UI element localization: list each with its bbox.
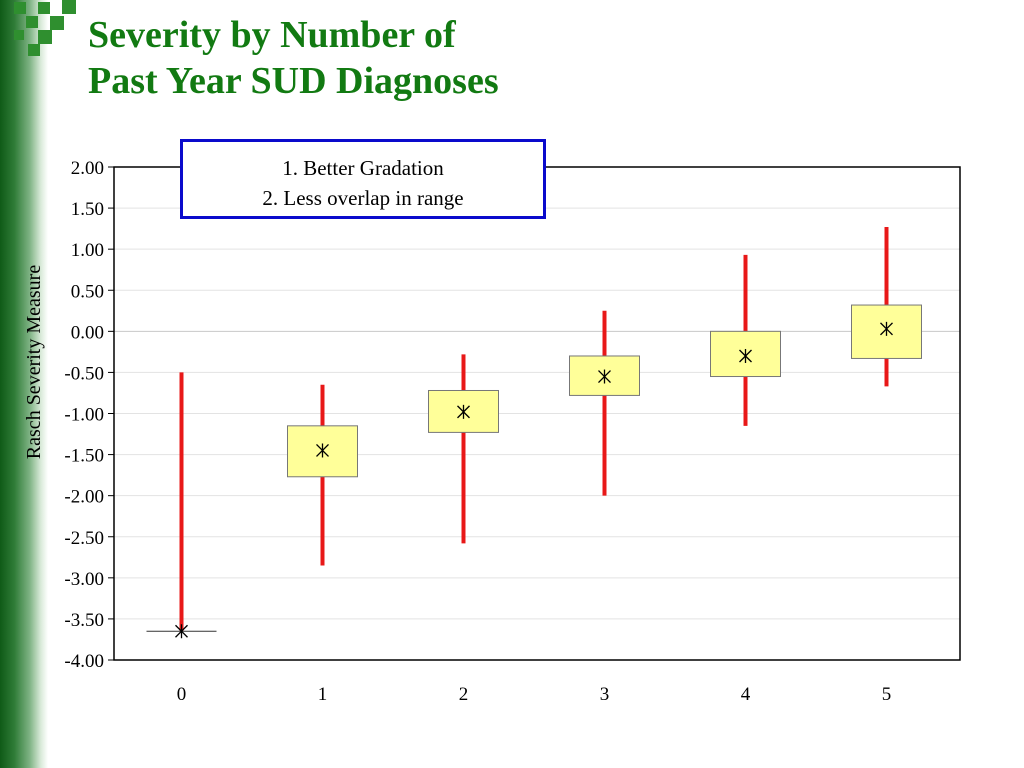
y-tick-label: -3.00	[64, 569, 104, 590]
title-line-1: Severity by Number of	[88, 14, 456, 56]
box-group-1	[287, 384, 358, 566]
median-asterisk-icon	[316, 443, 329, 458]
y-tick-label: 1.50	[71, 199, 104, 220]
box-group-0	[146, 372, 217, 639]
x-tick-label: 1	[318, 684, 328, 705]
box-group-3	[569, 310, 640, 496]
y-tick-label: -2.00	[64, 487, 104, 508]
title-line-2: Past Year SUD Diagnoses	[88, 60, 499, 102]
y-tick-label: -0.50	[64, 363, 104, 384]
y-tick-label: -1.50	[64, 446, 104, 467]
checker-logo-icon	[14, 0, 80, 60]
y-tick-label: -1.00	[64, 405, 104, 426]
y-tick-label: -3.50	[64, 610, 104, 631]
y-tick-labels: 2.00 1.50 1.00 0.50 0.00 -0.50 -1.00 -1.50 -2.00…	[64, 158, 114, 672]
y-tick-label: 0.50	[71, 281, 104, 302]
box	[569, 355, 640, 396]
box	[428, 389, 499, 433]
callout-box: 1. Better Gradation 2. Less overlap in r…	[180, 139, 546, 219]
median-asterisk-icon	[739, 348, 752, 363]
median-asterisk-icon	[880, 321, 893, 336]
y-tick-label: -2.50	[64, 528, 104, 549]
x-tick-label: 4	[741, 684, 751, 705]
y-tick-label: 2.00	[71, 158, 104, 179]
slide-title: Severity by Number of Past Year SUD Diag…	[88, 12, 499, 104]
median-asterisk-icon	[598, 369, 611, 384]
median-asterisk-icon	[175, 624, 188, 639]
decorative-left-bar	[0, 0, 48, 768]
x-tick-labels: 0 1 2 3 4 5	[177, 684, 892, 705]
y-axis-label: Rasch Severity Measure	[23, 265, 45, 460]
box-group-5	[851, 226, 922, 387]
box-group-4	[710, 254, 781, 426]
grid-lines	[114, 207, 960, 620]
x-tick-label: 2	[459, 684, 469, 705]
x-tick-label: 0	[177, 684, 187, 705]
box-group-2	[428, 354, 499, 544]
median-asterisk-icon	[457, 404, 470, 419]
callout-line-2: 2. Less overlap in range	[262, 186, 464, 210]
y-tick-label: 0.00	[71, 322, 104, 343]
box-marks	[146, 226, 922, 639]
y-tick-label: -4.00	[64, 651, 104, 672]
callout-line-1: 1. Better Gradation	[282, 156, 444, 180]
y-tick-label: 1.00	[71, 240, 104, 261]
x-tick-label: 3	[600, 684, 610, 705]
x-tick-label: 5	[882, 684, 892, 705]
